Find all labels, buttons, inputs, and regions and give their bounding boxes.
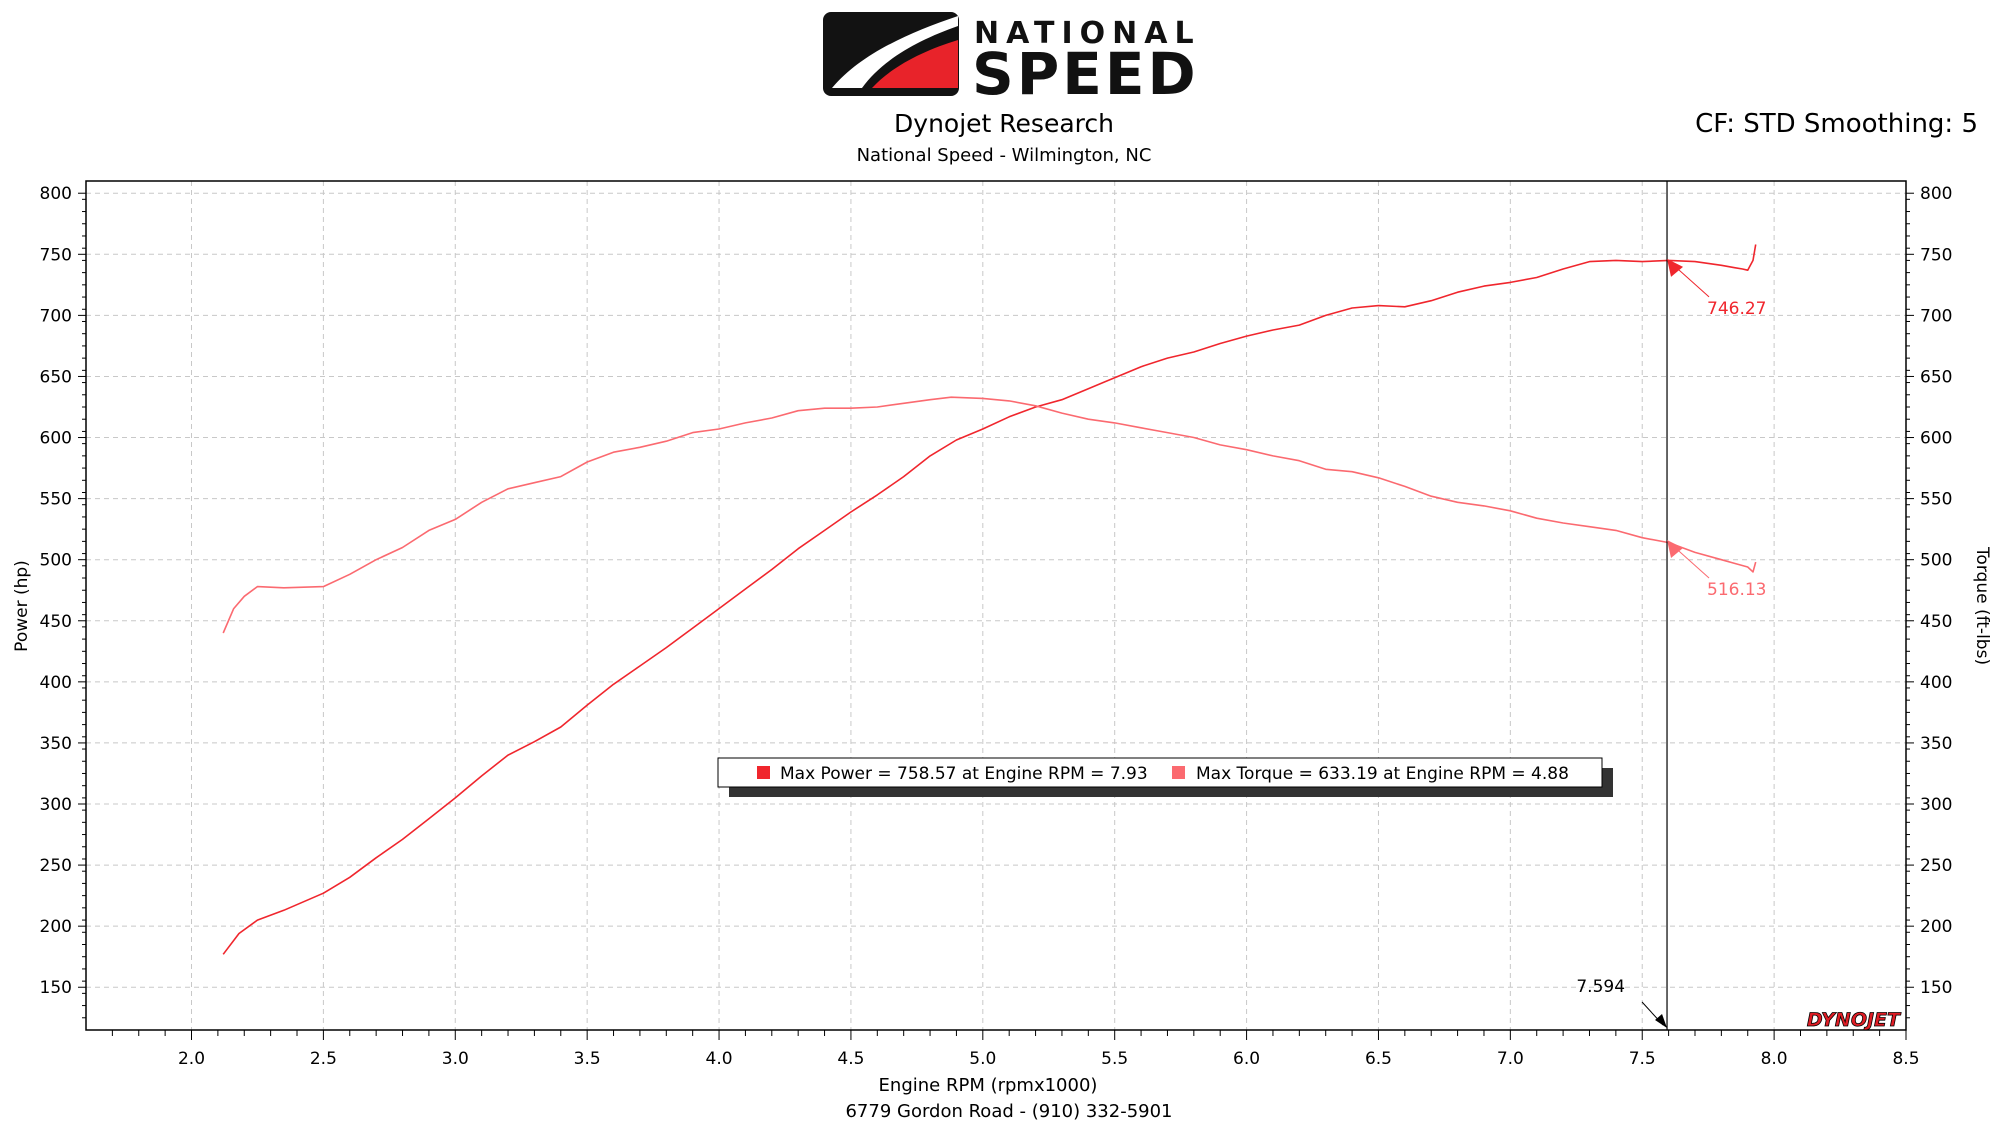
footer-address: 6779 Gordon Road - (910) 332-5901 (845, 1101, 1172, 1122)
y-tick-label: 450 (40, 612, 72, 632)
cursor-value-label-power: 746.27 (1707, 299, 1766, 319)
legend-box (717, 757, 1603, 788)
x-tick-label: 6.0 (1233, 1049, 1260, 1069)
x-tick-label: 8.5 (1892, 1049, 1919, 1069)
x-axis-title: Engine RPM (rpmx1000) (879, 1075, 1098, 1096)
x-tick-label: 7.5 (1629, 1049, 1656, 1069)
legend-entry-power: Max Power = 758.57 at Engine RPM = 7.93 (780, 764, 1148, 784)
x-tick-label: 3.0 (442, 1049, 469, 1069)
y2-tick-label: 450 (1920, 612, 1952, 632)
x-tick-label: 6.5 (1365, 1049, 1392, 1069)
y2-tick-label: 550 (1920, 490, 1952, 510)
y-axis-title: Power (hp) (12, 560, 32, 652)
chart-title: Dynojet Research (894, 109, 1114, 138)
cursor-value-label-torque: 516.13 (1707, 580, 1766, 600)
logo-swoosh (832, 16, 958, 88)
dynojet-watermark: DYNOJET (1807, 1009, 1902, 1031)
series-power-line (222, 244, 1757, 955)
y-tick-label: 400 (40, 673, 72, 693)
x-axis: 2.0 2.5 3.0 3.5 4.0 4.5 5.0 5.5 6.0 6.5 7.0 7.5 8.0 8… (111, 1030, 1920, 1069)
y-tick-label: 200 (40, 917, 72, 937)
y-tick-label: 650 (40, 367, 72, 387)
y-axis-right: 150 200 250 300 350 400 450 500 550 600 650 700 750 8… (1906, 184, 1952, 1019)
cursor-layer: 7.594 746.27 516.13 (1576, 181, 1767, 1030)
y-tick-label: 500 (40, 551, 72, 571)
y2-tick-label: 200 (1920, 917, 1952, 937)
y2-axis-title: Torque (ft-lbs) (1972, 546, 1992, 665)
grid (86, 181, 1906, 1030)
cursor-pointer-arrow (1655, 1014, 1668, 1028)
y2-tick-label: 250 (1920, 856, 1952, 876)
legend-swatch-power (757, 766, 770, 779)
plot-frame (85, 180, 1907, 1031)
x-tick-label: 2.5 (310, 1049, 337, 1069)
x-tick-label: 2.0 (178, 1049, 205, 1069)
y-tick-label: 350 (40, 734, 72, 754)
y2-tick-label: 400 (1920, 673, 1952, 693)
y-tick-label: 700 (40, 306, 72, 326)
chart-subtitle: National Speed - Wilmington, NC (857, 145, 1152, 166)
y-tick-label: 800 (40, 184, 72, 204)
y2-tick-label: 700 (1920, 306, 1952, 326)
x-tick-label: 8.0 (1761, 1049, 1788, 1069)
x-tick-label: 5.0 (969, 1049, 996, 1069)
logo-top-word: NATIONAL (974, 16, 1201, 51)
x-tick-label: 3.5 (574, 1049, 601, 1069)
cursor-value-marker-torque (1667, 539, 1684, 558)
y2-tick-label: 800 (1920, 184, 1952, 204)
y2-tick-label: 150 (1920, 978, 1952, 998)
x-tick-label: 5.5 (1101, 1049, 1128, 1069)
y-tick-label: 750 (40, 245, 72, 265)
y-tick-label: 600 (40, 429, 72, 449)
y2-tick-label: 650 (1920, 367, 1952, 387)
cursor-value-marker-power (1667, 258, 1684, 277)
x-tick-label: 4.5 (837, 1049, 864, 1069)
logo-red-shape (872, 40, 958, 88)
series-torque-line (222, 396, 1757, 634)
y2-tick-label: 300 (1920, 795, 1952, 815)
legend: Max Power = 758.57 at Engine RPM = 7.93 … (717, 757, 1613, 797)
y2-tick-label: 600 (1920, 429, 1952, 449)
y-tick-label: 250 (40, 856, 72, 876)
series-layer (222, 244, 1757, 955)
x-tick-label: 4.0 (706, 1049, 733, 1069)
cf-smoothing-info: CF: STD Smoothing: 5 (1695, 109, 1978, 139)
y-tick-label: 150 (40, 978, 72, 998)
y2-tick-label: 350 (1920, 734, 1952, 754)
y-axis-left: 150 200 250 300 350 400 450 500 550 600 650 700 750 8… (40, 184, 86, 1019)
y2-tick-label: 500 (1920, 551, 1952, 571)
cursor-label: 7.594 (1576, 977, 1625, 997)
logo-main-word: SPEED (972, 40, 1199, 108)
y-tick-label: 550 (40, 490, 72, 510)
legend-swatch-torque (1172, 766, 1185, 779)
national-speed-logo: NATIONAL SPEED (823, 12, 1201, 108)
x-tick-label: 7.0 (1497, 1049, 1524, 1069)
y2-tick-label: 750 (1920, 245, 1952, 265)
legend-entry-torque: Max Torque = 633.19 at Engine RPM = 4.88 (1196, 764, 1569, 784)
y-tick-label: 300 (40, 795, 72, 815)
